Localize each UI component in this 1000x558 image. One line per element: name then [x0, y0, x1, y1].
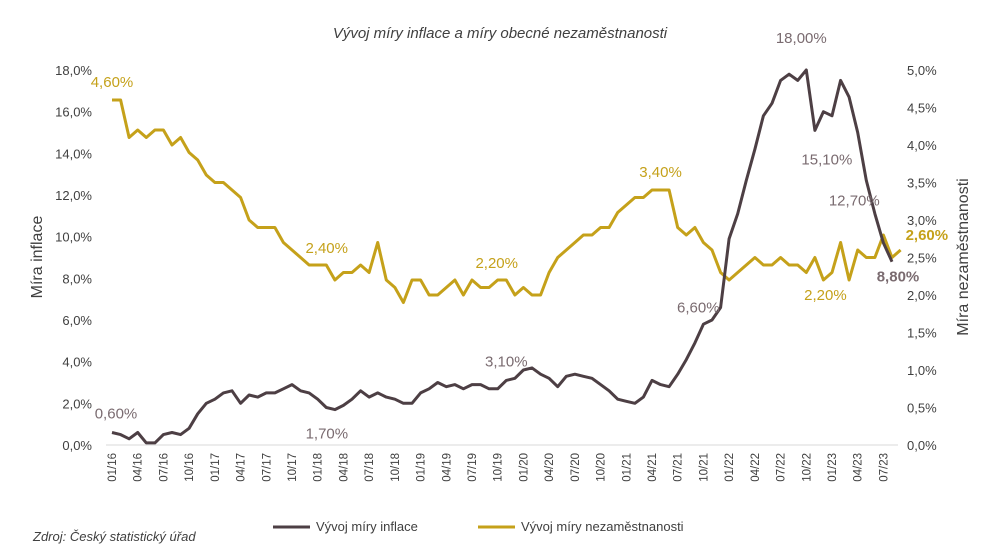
- data-label: 2,60%: [906, 227, 949, 244]
- x-tick-label: 07/18: [364, 453, 376, 482]
- left-tick-label: 0,0%: [62, 438, 92, 453]
- right-tick-label: 5,0%: [907, 63, 937, 78]
- left-tick-label: 12,0%: [55, 188, 92, 203]
- data-label: 1,70%: [306, 426, 349, 443]
- x-tick-label: 01/17: [210, 453, 222, 482]
- data-label: 15,10%: [801, 151, 852, 168]
- left-tick-label: 14,0%: [55, 146, 92, 161]
- y-axis-label-left: Míra inflace: [29, 216, 46, 299]
- x-tick-label: 07/21: [673, 453, 685, 482]
- data-label: 3,10%: [485, 353, 528, 370]
- data-label: 3,40%: [639, 164, 682, 181]
- right-tick-label: 2,0%: [907, 288, 937, 303]
- data-label: 2,40%: [305, 240, 348, 257]
- x-tick-label: 07/23: [878, 453, 890, 482]
- right-tick-label: 3,0%: [907, 213, 937, 228]
- x-tick-label: 01/23: [827, 453, 839, 482]
- x-tick-label: 01/20: [518, 453, 530, 482]
- right-tick-label: 1,5%: [907, 326, 937, 341]
- left-tick-label: 2,0%: [62, 396, 92, 411]
- data-label: 8,80%: [877, 269, 920, 286]
- x-tick-label: 01/21: [621, 453, 633, 482]
- x-tick-label: 04/17: [236, 453, 248, 482]
- x-tick-label: 07/22: [776, 453, 788, 482]
- left-tick-label: 18,0%: [55, 63, 92, 78]
- right-axis-ticks: 0,0% 0,5% 1,0% 1,5% 2,0% 2,5% 3,0% 3,5% 4,0% 4,5%…: [907, 63, 937, 453]
- series-line: [111, 68, 894, 445]
- data-label: 0,60%: [95, 406, 138, 423]
- y-axis-label-right: Míra nezaměstnanosti: [955, 178, 972, 335]
- right-tick-label: 2,5%: [907, 251, 937, 266]
- x-tick-label: 04/19: [441, 453, 453, 482]
- data-label: 18,00%: [776, 30, 827, 47]
- left-tick-label: 4,0%: [62, 355, 92, 370]
- right-tick-label: 0,0%: [907, 438, 937, 453]
- x-tick-label: 10/16: [184, 453, 196, 482]
- data-label: 6,60%: [677, 300, 720, 317]
- right-tick-label: 4,0%: [907, 138, 937, 153]
- data-label: 12,70%: [829, 192, 880, 209]
- left-axis-ticks: 0,0% 2,0% 4,0% 6,0% 8,0% 10,0% 12,0% 14,0% 16,0%…: [55, 63, 92, 453]
- data-label: 4,60%: [91, 74, 134, 91]
- x-tick-label: 04/16: [133, 453, 145, 482]
- x-tick-label: 10/21: [698, 453, 710, 482]
- right-tick-label: 1,0%: [907, 363, 937, 378]
- x-tick-label: 01/16: [107, 453, 119, 482]
- data-annotations: 4,60% 0,60% 2,40% 1,70% 2,20% 3,10% 3,40% 6,60%…: [91, 30, 948, 443]
- legend-label-nezamestnanost: Vývoj míry nezaměstnanosti: [521, 519, 684, 534]
- x-tick-label: 10/17: [287, 453, 299, 482]
- x-axis-ticks: 01/16 04/16 07/16 10/16 01/17 04/17 07/17 10/17…: [107, 453, 890, 482]
- left-tick-label: 16,0%: [55, 105, 92, 120]
- legend: Vývoj míry inflace Vývoj míry nezaměstna…: [273, 519, 684, 534]
- source-note: Zdroj: Český statistický úřad: [32, 529, 196, 544]
- data-label: 2,20%: [475, 255, 518, 272]
- series-lines: [111, 68, 902, 445]
- x-tick-label: 10/22: [801, 453, 813, 482]
- x-tick-label: 07/19: [467, 453, 479, 482]
- right-tick-label: 0,5%: [907, 401, 937, 416]
- data-label: 2,20%: [804, 287, 847, 304]
- x-tick-label: 07/16: [158, 453, 170, 482]
- x-tick-label: 04/20: [544, 453, 556, 482]
- x-tick-label: 01/22: [724, 453, 736, 482]
- x-tick-label: 10/18: [390, 453, 402, 482]
- legend-label-inflace: Vývoj míry inflace: [316, 519, 418, 534]
- x-tick-label: 04/22: [750, 453, 762, 482]
- x-tick-label: 01/18: [313, 453, 325, 482]
- x-tick-label: 07/17: [261, 453, 273, 482]
- x-tick-label: 10/19: [493, 453, 505, 482]
- left-tick-label: 6,0%: [62, 313, 92, 328]
- left-tick-label: 10,0%: [55, 230, 92, 245]
- right-tick-label: 3,5%: [907, 176, 937, 191]
- x-tick-label: 07/20: [570, 453, 582, 482]
- chart-title: Vývoj míry inflace a míry obecné nezaměs…: [333, 25, 668, 42]
- x-tick-label: 10/20: [596, 453, 608, 482]
- left-tick-label: 8,0%: [62, 271, 92, 286]
- x-tick-label: 04/18: [338, 453, 350, 482]
- x-tick-label: 01/19: [416, 453, 428, 482]
- right-tick-label: 4,5%: [907, 101, 937, 116]
- series-line: [112, 98, 902, 304]
- x-tick-label: 04/23: [853, 453, 865, 482]
- x-tick-label: 04/21: [647, 453, 659, 482]
